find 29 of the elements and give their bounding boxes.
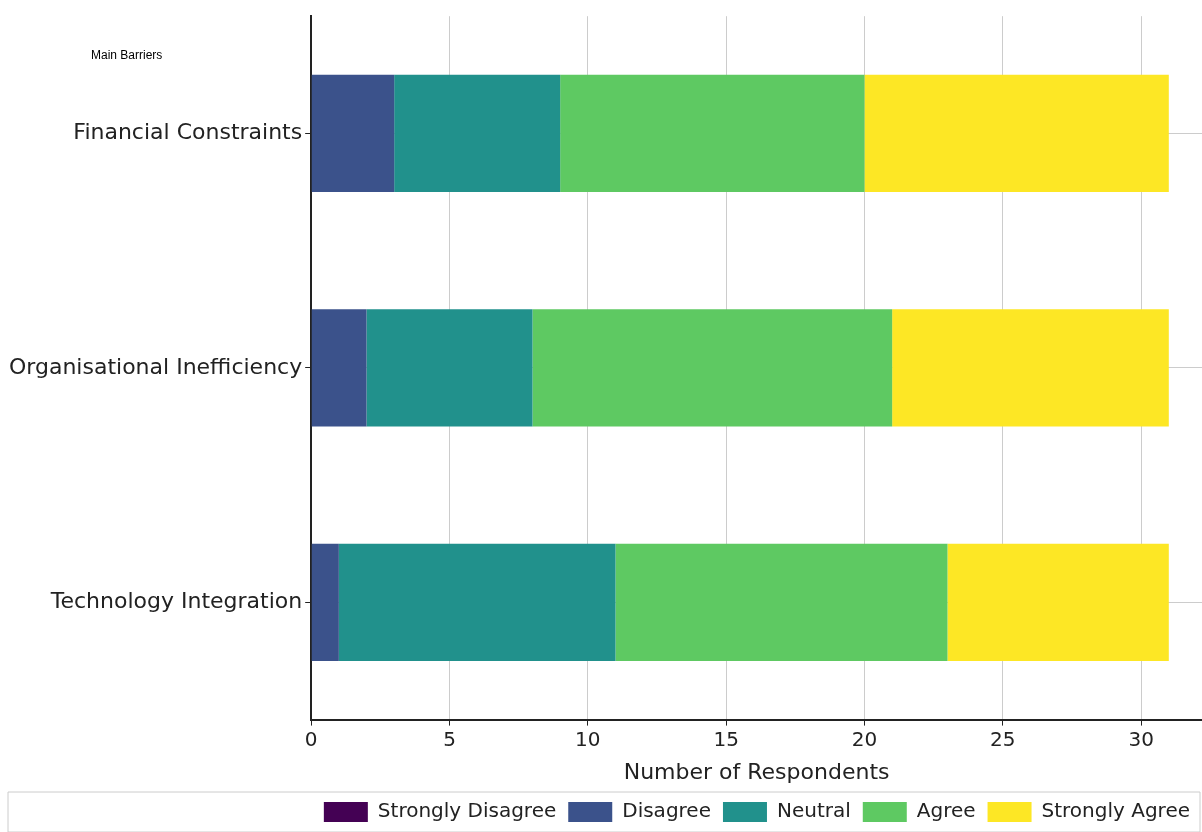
- x-tick-label: 5: [443, 726, 456, 751]
- y-tick-label: Technology Integration: [49, 588, 303, 614]
- x-tick-label: 25: [990, 726, 1016, 751]
- bar: [311, 309, 367, 427]
- legend-label: Strongly Disagree: [377, 798, 557, 823]
- x-tick-label: 15: [713, 726, 739, 751]
- bar: [947, 543, 1169, 661]
- bar: [892, 309, 1169, 427]
- x-tick-label: 0: [304, 726, 318, 751]
- y-tick-label: Financial Constraints: [73, 119, 303, 145]
- x-tick-label: 20: [851, 726, 878, 751]
- bar: [311, 543, 339, 661]
- bar: [311, 74, 395, 193]
- legend-label: Strongly Agree: [1041, 798, 1191, 823]
- x-axis-title: Number of Respondents: [623, 758, 890, 784]
- bar: [338, 543, 616, 661]
- bar: [864, 74, 1169, 193]
- legend-label: Disagree: [622, 798, 711, 823]
- x-tick-label: 30: [1128, 726, 1154, 751]
- bar: [366, 309, 533, 427]
- bar: [394, 74, 561, 193]
- y-axis-title: Main Barriers: [91, 48, 163, 63]
- bar: [560, 74, 865, 193]
- x-tick-label: 10: [575, 726, 601, 751]
- bar: [615, 543, 948, 661]
- legend-label: Neutral: [776, 798, 851, 823]
- bar: [532, 309, 893, 427]
- y-tick-label: Organisational Inefficiency: [9, 353, 303, 379]
- legend-label: Agree: [916, 798, 976, 823]
